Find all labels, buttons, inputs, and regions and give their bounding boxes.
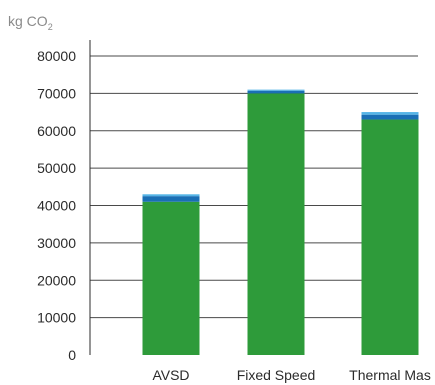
y-tick-label: 30000 bbox=[37, 235, 76, 251]
y-tick-label: 40000 bbox=[37, 198, 76, 214]
y-tick-label: 80000 bbox=[37, 48, 76, 64]
x-tick-label: Fixed Speed bbox=[237, 367, 316, 383]
bar-segment bbox=[142, 194, 200, 197]
y-tick-label: 0 bbox=[68, 347, 76, 363]
x-tick-labels: AVSD Fixed Speed Thermal Mas bbox=[152, 367, 430, 383]
bar-segment bbox=[361, 112, 419, 115]
x-tick-label: Thermal Mas bbox=[349, 367, 431, 383]
y-tick-labels: 0 10000 20000 30000 40000 50000 60000 70000 8000… bbox=[37, 48, 76, 363]
y-tick-label: 20000 bbox=[37, 272, 76, 288]
y-tick-label: 60000 bbox=[37, 123, 76, 139]
x-tick-label: AVSD bbox=[152, 367, 189, 383]
y-axis-title: kg CO2 bbox=[8, 13, 53, 32]
bar-segment bbox=[142, 201, 200, 355]
y-axis-title-subscript: 2 bbox=[48, 22, 53, 32]
bar-segment bbox=[247, 90, 305, 94]
bar-segment bbox=[247, 89, 305, 91]
y-tick-label: 50000 bbox=[37, 160, 76, 176]
bar-segment bbox=[247, 93, 305, 355]
y-tick-label: 10000 bbox=[37, 310, 76, 326]
y-tick-label: 70000 bbox=[37, 85, 76, 101]
bar-segment bbox=[361, 119, 419, 355]
bars bbox=[142, 89, 419, 355]
bar-segment bbox=[361, 114, 419, 120]
y-axis-title-main: kg CO bbox=[8, 13, 48, 29]
bar-segment bbox=[142, 196, 200, 202]
y-axis-title-text: kg CO2 bbox=[8, 13, 53, 32]
